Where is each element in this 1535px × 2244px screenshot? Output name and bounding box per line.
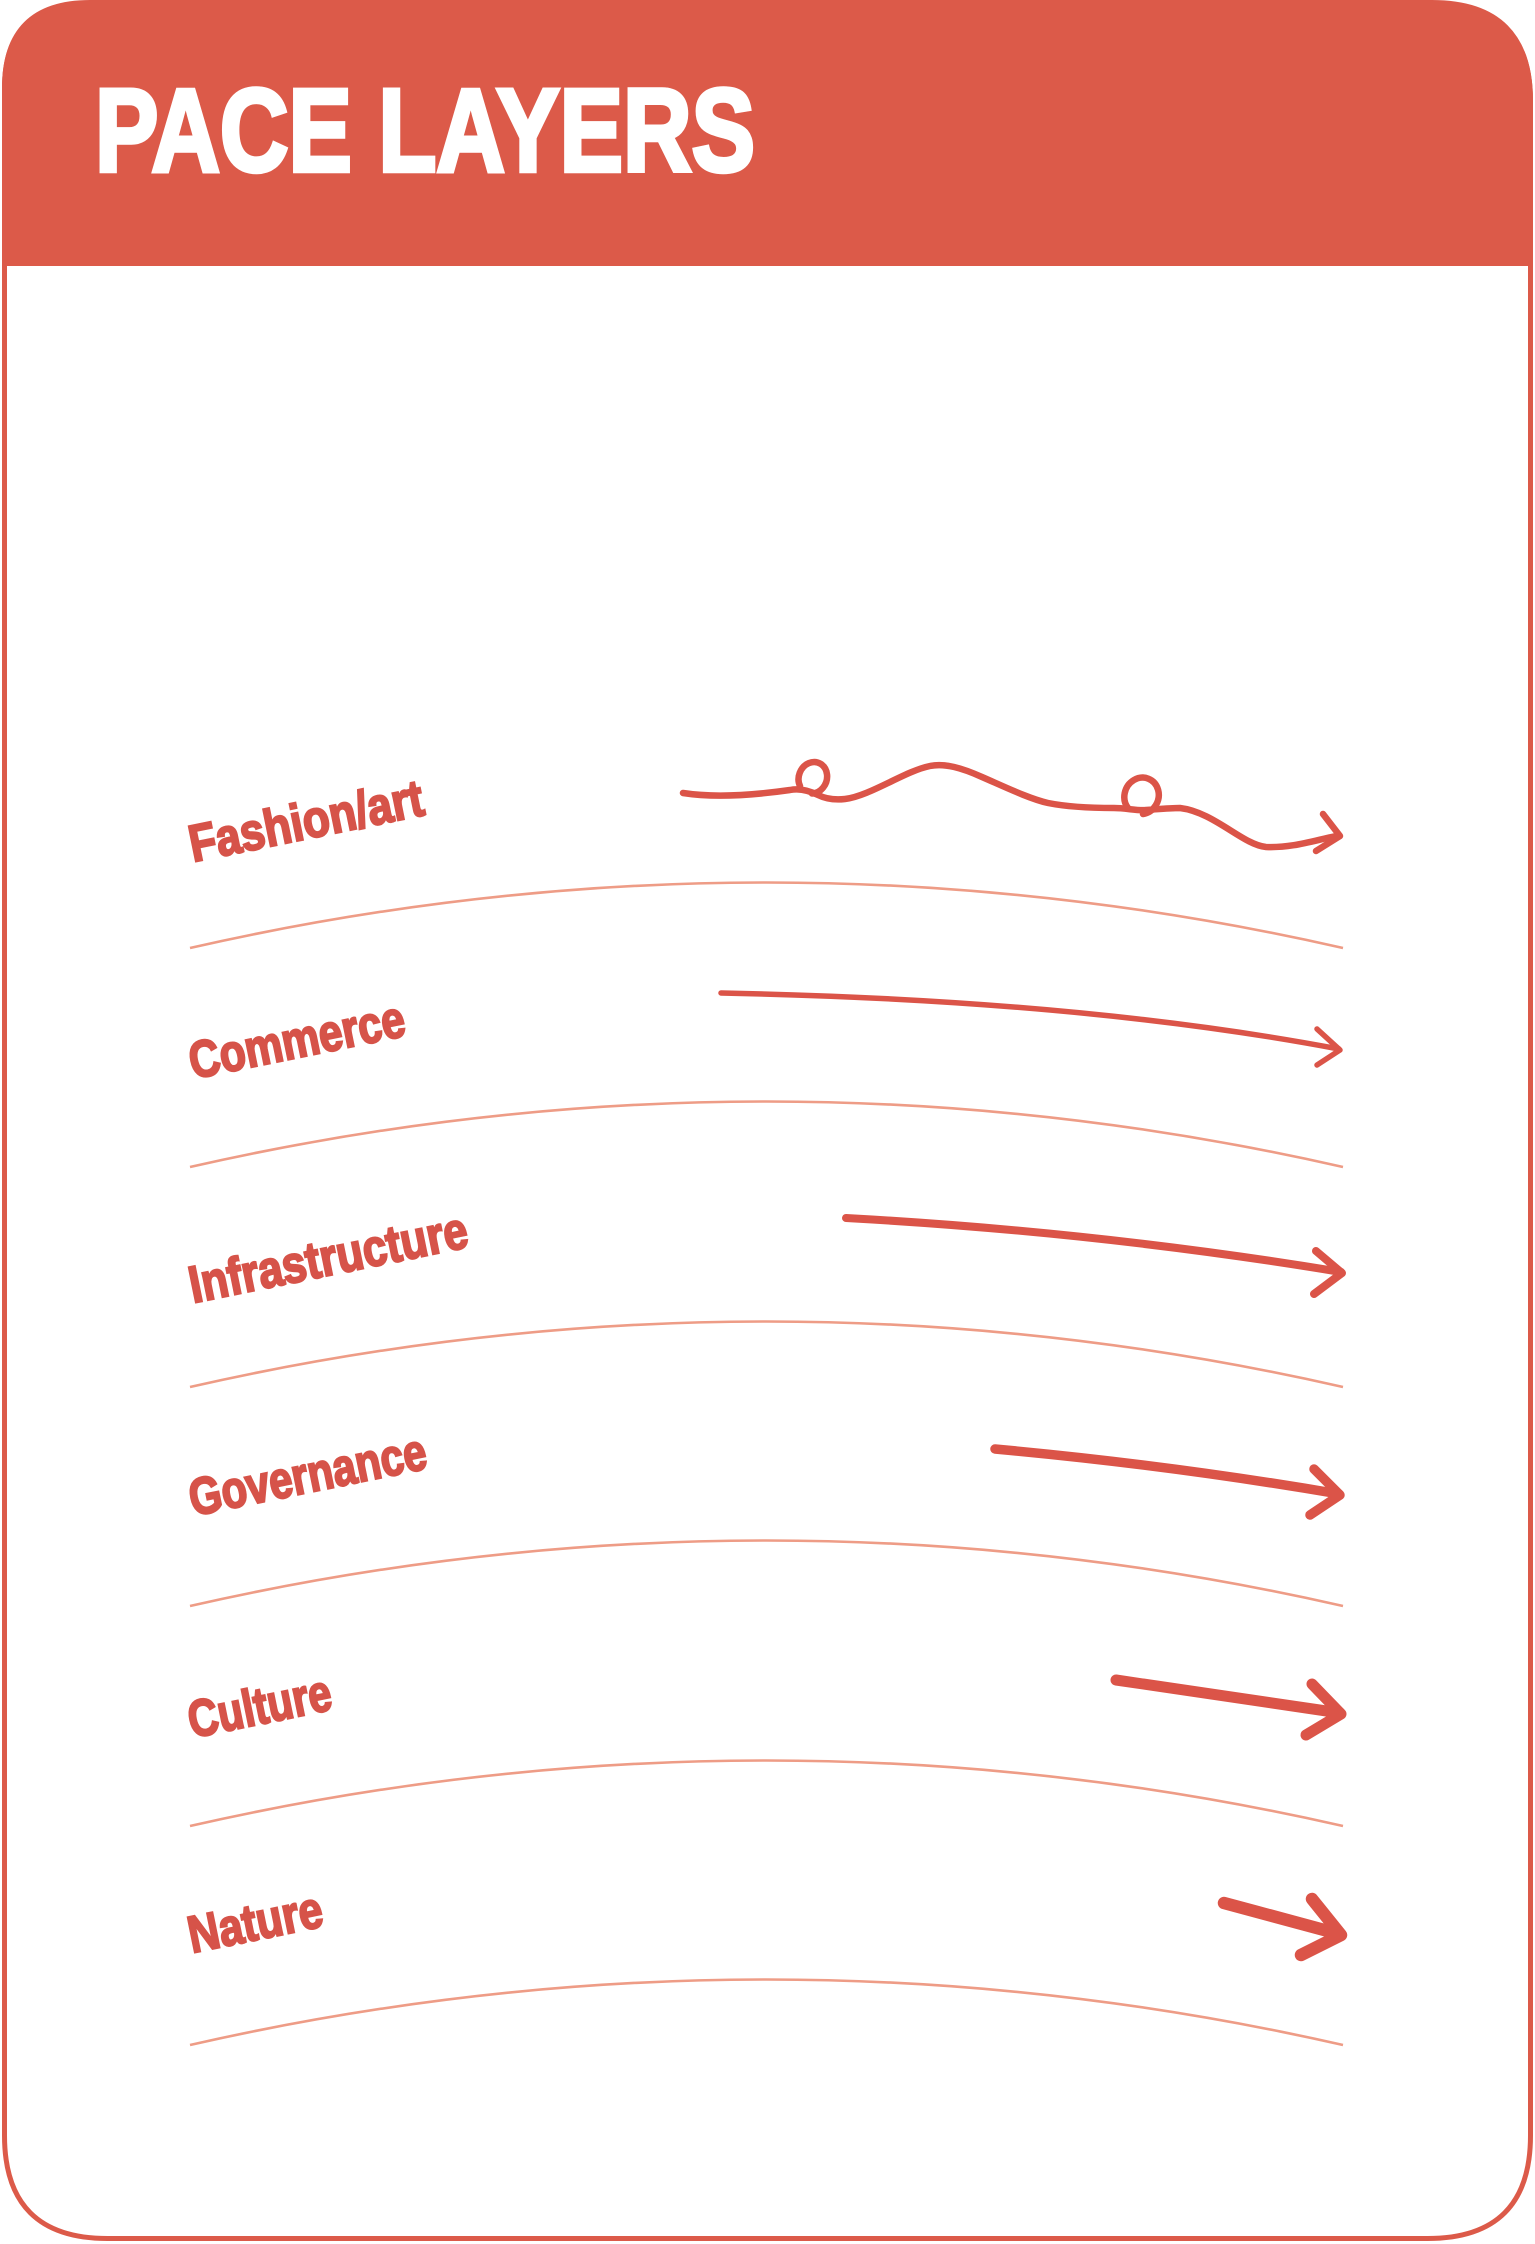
- svg-text:Commerce: Commerce: [184, 990, 410, 1090]
- svg-text:Fashion/art: Fashion/art: [184, 769, 429, 873]
- svg-text:Infrastructure: Infrastructure: [184, 1202, 473, 1315]
- svg-text:Culture: Culture: [183, 1664, 337, 1750]
- svg-text:Governance: Governance: [184, 1423, 432, 1528]
- svg-text:PACE LAYERS: PACE LAYERS: [95, 65, 755, 197]
- svg-text:Nature: Nature: [183, 1881, 328, 1965]
